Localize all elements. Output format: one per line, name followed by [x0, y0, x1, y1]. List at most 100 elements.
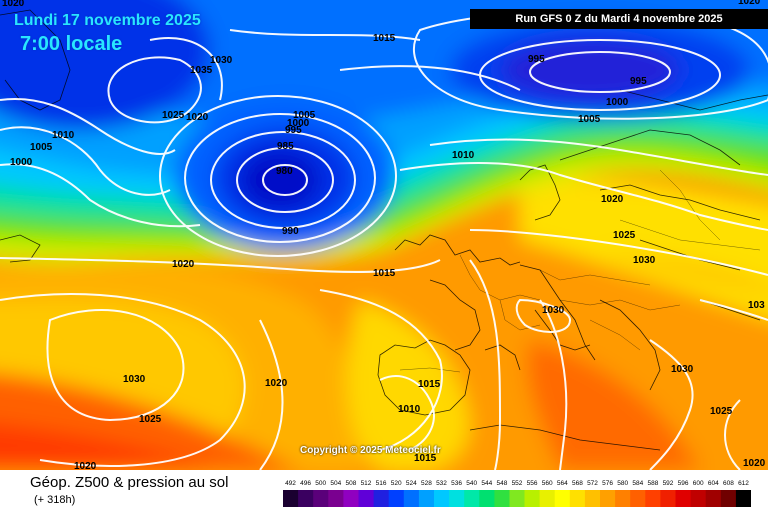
scale-tick-label: 524: [406, 480, 417, 487]
scale-swatch: [373, 490, 390, 507]
scale-tick-label: 588: [647, 480, 658, 487]
isobar-label: 990: [282, 226, 299, 237]
isobar-label: 1030: [633, 255, 656, 266]
scale-tick-label: 608: [723, 480, 734, 487]
color-scale: 492 496 500 504 508 512 516 520 524 528 532 536 540 5…: [283, 480, 751, 507]
scale-tick-label: 592: [663, 480, 674, 487]
isobar-label: 995: [630, 76, 647, 87]
scale-tick-label: 568: [572, 480, 583, 487]
isobar-label: 1030: [123, 374, 146, 385]
scale-swatch: [403, 490, 420, 507]
scale-tick-label: 532: [436, 480, 447, 487]
scale-swatch: [584, 490, 601, 507]
scale-tick-label: 544: [481, 480, 492, 487]
scale-swatch: [735, 490, 751, 507]
isobar-label: 995: [528, 54, 545, 65]
copyright-notice: Copyright © 2025 Meteociel.fr: [300, 445, 441, 456]
scale-swatch: [554, 490, 571, 507]
scale-swatch: [358, 490, 374, 507]
isobar-label: 1005: [30, 142, 53, 153]
scale-tick-label: 584: [632, 480, 643, 487]
scale-swatch: [705, 490, 722, 507]
scale-swatch: [600, 490, 616, 507]
scale-tick-label: 528: [421, 480, 432, 487]
scale-swatch: [509, 490, 525, 507]
isobar-label: 1035: [190, 65, 213, 76]
isobar-label: 1000: [10, 157, 33, 168]
scale-tick-label: 596: [678, 480, 689, 487]
isobar-label: 1020: [2, 0, 25, 9]
isobar-label: 1025: [162, 110, 185, 121]
forecast-date: Lundi 17 novembre 2025: [14, 12, 201, 29]
scale-tick-label: 504: [330, 480, 341, 487]
isobar-label: 1020: [172, 259, 195, 270]
scale-tick-label: 576: [602, 480, 613, 487]
legend-title: Géop. Z500 & pression au sol: [30, 474, 229, 491]
weather-map: 1020 1015 1030 1035 995 995 1000 1005 10…: [0, 0, 768, 470]
scale-tick-label: 572: [587, 480, 598, 487]
isobar-label: 1000: [287, 118, 310, 129]
scale-tick-label: 612: [738, 480, 749, 487]
scale-swatch: [434, 490, 450, 507]
scale-swatch: [283, 490, 299, 507]
isobar-label: 1025: [710, 406, 733, 417]
scale-swatch: [298, 490, 314, 507]
scale-tick-label: 520: [391, 480, 402, 487]
scale-tick-label: 540: [466, 480, 477, 487]
scale-swatch: [645, 490, 661, 507]
isobar-label: 1015: [373, 33, 396, 44]
isobar-label: 1015: [414, 453, 437, 464]
isobar-label: 1020: [265, 378, 288, 389]
isobar-label: 1010: [52, 130, 75, 141]
isobar-label: 1015: [373, 268, 396, 279]
scale-swatch: [690, 490, 707, 507]
scale-tick-label: 492: [285, 480, 296, 487]
isobar-label: 1030: [210, 55, 233, 66]
scale-tick-label: 564: [557, 480, 568, 487]
isobar-label: 1000: [606, 97, 629, 108]
isobar-label: 1020: [74, 461, 97, 470]
legend-subtitle: (+ 318h): [34, 494, 76, 506]
isobar-labels: 1020 1015 1030 1035 995 995 1000 1005 10…: [2, 0, 766, 470]
scale-tick-label: 600: [693, 480, 704, 487]
scale-swatch: [675, 490, 691, 507]
scale-tick-label: 512: [361, 480, 372, 487]
isobar-label: 1020: [601, 194, 624, 205]
scale-swatch: [660, 490, 676, 507]
forecast-time: 7:00 locale: [20, 33, 123, 55]
scale-swatch: [464, 490, 480, 507]
isobar-label: 995: [285, 125, 302, 136]
scale-tick-label: 508: [345, 480, 356, 487]
isobar-label: 1010: [452, 150, 475, 161]
scale-swatch: [479, 490, 495, 507]
isobar-label: 1020: [738, 0, 761, 7]
isobar-label: 1020: [186, 112, 209, 123]
isobar-label: 1030: [542, 305, 565, 316]
scale-swatch: [720, 490, 737, 507]
scale-tick-label: 556: [527, 480, 538, 487]
scale-swatch: [494, 490, 510, 507]
isobar-label: 1005: [578, 114, 601, 125]
scale-tick-label: 548: [496, 480, 507, 487]
scale-swatch: [343, 490, 359, 507]
isobar-label: 1010: [398, 404, 421, 415]
isobar-label: 1020: [743, 458, 766, 469]
scale-swatch: [388, 490, 405, 507]
scale-tick-label: 536: [451, 480, 462, 487]
scale-swatch: [539, 490, 556, 507]
scale-tick-label: 516: [376, 480, 387, 487]
isobar-label: 103: [748, 300, 765, 311]
isobar-label: 1015: [418, 379, 441, 390]
country-borders: [399, 169, 761, 373]
isobar-label: 980: [276, 166, 293, 177]
scale-tick-label: 604: [708, 480, 719, 487]
scale-tick-label: 552: [512, 480, 523, 487]
scale-tick-label: 560: [542, 480, 553, 487]
scale-swatch: [630, 490, 646, 507]
scale-swatch: [449, 490, 465, 507]
scale-swatch: [313, 490, 329, 507]
scale-swatch: [328, 490, 344, 507]
scale-swatch: [418, 490, 435, 507]
scale-tick-label: 500: [315, 480, 326, 487]
scale-tick-label: 580: [617, 480, 628, 487]
